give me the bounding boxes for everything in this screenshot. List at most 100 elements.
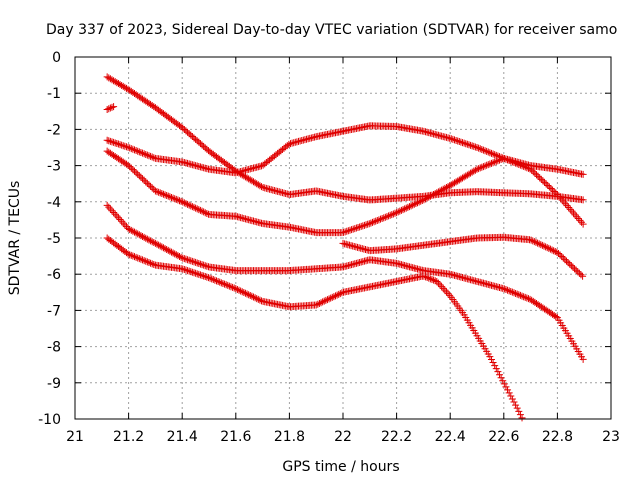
data-point-marker <box>425 193 433 201</box>
data-point-marker <box>129 252 137 260</box>
data-point-marker <box>479 146 487 154</box>
data-point-marker <box>521 293 529 301</box>
x-tick-label: 23 <box>602 429 620 445</box>
data-point-marker <box>476 164 484 172</box>
data-point-marker <box>433 189 441 197</box>
data-point-marker <box>159 244 167 252</box>
data-point-marker <box>106 137 114 145</box>
data-point-marker <box>148 153 156 161</box>
data-point-marker <box>473 165 481 173</box>
data-point-marker <box>496 371 504 379</box>
data-point-marker <box>187 257 195 265</box>
data-point-marker <box>499 377 507 385</box>
data-point-marker <box>126 144 134 152</box>
data-point-marker <box>479 163 487 171</box>
x-tick-label: 21.6 <box>220 429 251 445</box>
data-point-marker <box>356 223 364 231</box>
chart-title: Day 337 of 2023, Sidereal Day-to-day VTE… <box>46 22 617 38</box>
data-point-marker <box>147 259 155 267</box>
data-point-marker <box>566 205 574 213</box>
data-point-marker <box>137 255 145 263</box>
x-tick-label: 21 <box>66 429 84 445</box>
data-point-marker <box>566 260 574 268</box>
data-point-marker <box>489 150 497 158</box>
x-tick-label: 21.8 <box>274 429 305 445</box>
data-point-marker <box>362 221 370 229</box>
data-point-marker <box>106 104 114 112</box>
data-point-marker <box>368 218 376 226</box>
data-point-marker <box>151 239 159 247</box>
data-point-marker <box>505 157 513 165</box>
data-point-marker <box>579 196 587 204</box>
data-point-marker <box>147 182 155 190</box>
data-point-marker <box>190 269 198 277</box>
data-point-marker <box>552 189 560 197</box>
data-point-marker <box>103 136 111 144</box>
data-point-marker <box>176 197 184 205</box>
data-point-marker <box>166 193 174 201</box>
data-point-marker <box>420 272 428 280</box>
data-point-marker <box>312 301 320 309</box>
data-point-marker <box>431 190 439 198</box>
data-point-marker <box>507 392 515 400</box>
data-point-marker <box>486 149 494 157</box>
data-point-marker <box>106 205 114 213</box>
series-G <box>103 234 526 422</box>
data-point-marker <box>576 216 584 224</box>
data-point-marker <box>140 257 148 265</box>
data-point-marker <box>568 207 576 215</box>
data-point-marker <box>118 141 126 149</box>
data-point-marker <box>179 254 187 262</box>
data-point-marker <box>132 229 140 237</box>
data-point-marker <box>130 228 138 236</box>
data-point-marker <box>537 241 545 249</box>
data-point-marker <box>538 241 546 249</box>
data-point-marker <box>577 271 585 279</box>
data-point-marker <box>348 226 356 234</box>
data-point-marker <box>116 141 124 149</box>
data-point-marker <box>523 164 531 172</box>
y-tick-label: -2 <box>47 122 61 138</box>
series-C <box>103 122 587 178</box>
data-point-marker <box>462 140 470 148</box>
data-point-marker <box>450 136 458 144</box>
data-point-marker <box>198 271 206 279</box>
data-point-marker <box>185 201 193 209</box>
data-point-marker <box>478 145 486 153</box>
data-point-marker <box>132 147 140 155</box>
data-point-marker <box>578 218 586 226</box>
series-B <box>103 103 118 113</box>
data-point-marker <box>492 365 500 373</box>
data-point-marker <box>489 159 497 167</box>
data-point-marker <box>546 245 554 253</box>
data-point-marker <box>540 242 548 250</box>
x-axis-label: GPS time / hours <box>282 459 399 475</box>
data-point-marker <box>103 105 111 113</box>
data-point-marker <box>150 154 158 162</box>
data-point-marker <box>105 203 113 211</box>
data-point-marker <box>502 383 510 391</box>
data-point-marker <box>428 275 436 283</box>
data-point-marker <box>180 255 188 263</box>
data-point-marker <box>360 221 368 229</box>
data-point-marker <box>434 188 442 196</box>
data-point-marker <box>158 243 166 251</box>
data-point-marker <box>129 145 137 153</box>
data-point-marker <box>544 181 552 189</box>
y-axis-label: SDTVAR / TECUs <box>7 181 23 296</box>
data-point-marker <box>174 196 182 204</box>
data-point-marker <box>510 398 518 406</box>
data-point-marker <box>518 292 526 300</box>
data-point-marker <box>470 142 478 150</box>
data-point-marker <box>340 228 348 236</box>
data-point-marker <box>575 269 583 277</box>
data-point-marker <box>238 288 246 296</box>
data-point-marker <box>196 271 204 279</box>
data-point-marker <box>471 166 479 174</box>
data-point-marker <box>410 200 418 208</box>
data-point-marker <box>521 163 529 171</box>
data-point-marker <box>530 238 538 246</box>
data-point-marker <box>143 151 151 159</box>
data-point-marker <box>428 191 436 199</box>
data-point-marker <box>198 261 206 269</box>
